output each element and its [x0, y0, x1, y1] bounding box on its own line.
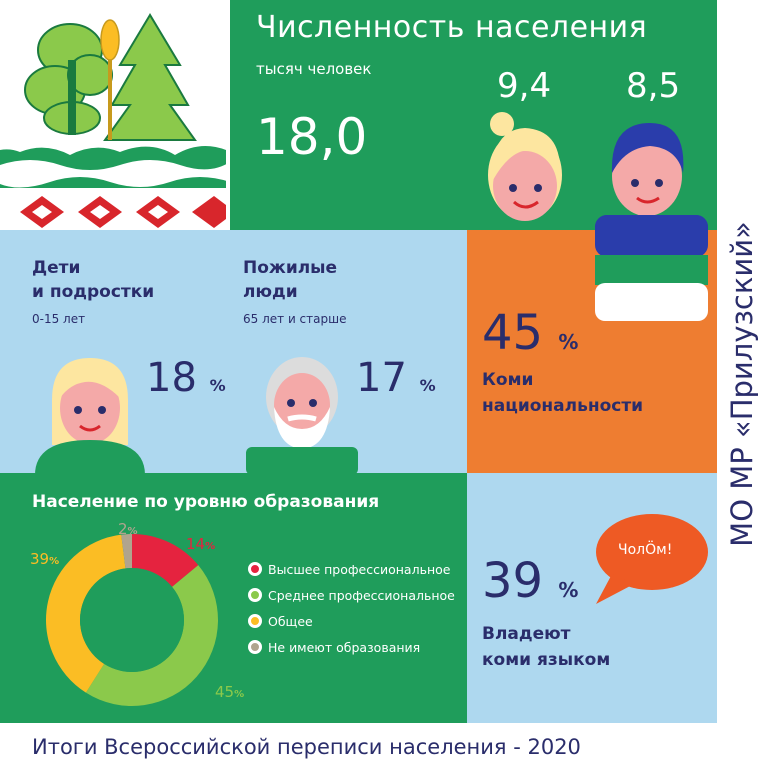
label-higher: 14% — [186, 535, 215, 553]
population-total: 18,0 — [256, 108, 368, 166]
children-percent: 18 % — [146, 355, 226, 401]
legend-label-secondary: Среднее профессиональное — [268, 587, 455, 603]
label-general-sign: % — [49, 556, 60, 567]
children-range: 0-15 лет — [32, 312, 86, 326]
speech-bubble — [596, 514, 708, 604]
woman-avatar — [488, 112, 562, 221]
man-shirt-overlay — [595, 215, 708, 321]
elderly-title-2: люди — [243, 282, 298, 302]
children-title-1: Дети — [32, 258, 81, 278]
legend-dot-general — [248, 614, 262, 628]
legend-item-higher: Высшее профессиональное — [248, 560, 450, 578]
legend-dot-secondary — [248, 588, 262, 602]
children-title-2: и подростки — [32, 282, 155, 302]
label-none-sign: % — [127, 526, 138, 537]
elderly-avatar — [246, 357, 358, 475]
legend-item-secondary: Среднее профессиональное — [248, 586, 455, 604]
donut-slice-none — [121, 534, 132, 569]
label-none: 2% — [118, 520, 138, 538]
legend-label-general: Общее — [268, 613, 313, 629]
language-percent-value: 39 — [482, 553, 544, 609]
elderly-range: 65 лет и старше — [243, 312, 347, 326]
donut-hole — [80, 568, 184, 672]
language-label-1: Владеют — [482, 624, 571, 644]
label-higher-sign: % — [205, 541, 216, 552]
elderly-percent-sign: % — [419, 376, 436, 395]
komi-language-panel — [467, 473, 717, 723]
label-secondary: 45% — [215, 683, 244, 701]
legend-label-higher: Высшее профессиональное — [268, 561, 451, 577]
label-general: 39% — [30, 550, 59, 568]
label-secondary-sign: % — [234, 689, 245, 700]
komi-label-2: национальности — [482, 396, 644, 416]
side-title: МО МР «Прилузский» — [725, 221, 759, 547]
children-percent-value: 18 — [146, 355, 197, 401]
donut-slice-general — [46, 534, 126, 693]
education-title: Население по уровню образования — [32, 492, 380, 512]
child-avatar — [35, 358, 145, 475]
komi-percent-sign: % — [558, 330, 579, 354]
komi-percent-value: 45 — [482, 305, 544, 361]
elderly-title-1: Пожилые — [243, 258, 338, 278]
language-percent-sign: % — [558, 578, 579, 602]
donut-slice-secondary — [85, 565, 218, 706]
komi-label-1: Коми — [482, 370, 534, 390]
legend-item-general: Общее — [248, 612, 313, 630]
label-higher-value: 14 — [186, 535, 206, 553]
speech-bubble-text: ЧолÖм! — [618, 542, 673, 558]
population-title: Численность населения — [256, 10, 648, 45]
footer-caption: Итоги Всероссийской переписи населения -… — [32, 735, 581, 759]
children-percent-sign: % — [209, 376, 226, 395]
population-men: 8,5 — [626, 66, 681, 106]
elderly-percent-value: 17 — [356, 355, 407, 401]
label-general-value: 39 — [30, 550, 50, 568]
komi-percent: 45 % — [482, 305, 578, 361]
donut-slice-higher — [132, 534, 199, 587]
population-women: 9,4 — [497, 66, 552, 106]
elderly-percent: 17 % — [356, 355, 436, 401]
language-percent: 39 % — [482, 553, 578, 609]
label-secondary-value: 45 — [215, 683, 235, 701]
population-unit: тысяч человек — [256, 60, 372, 78]
legend-label-none: Не имеют образования — [268, 639, 421, 655]
language-label-2: коми языком — [482, 650, 611, 670]
label-none-value: 2 — [118, 520, 128, 538]
education-donut-chart — [46, 534, 218, 706]
legend-dot-none — [248, 640, 262, 654]
coat-of-arms — [0, 0, 230, 250]
legend-dot-higher — [248, 562, 262, 576]
legend-item-none: Не имеют образования — [248, 638, 420, 656]
